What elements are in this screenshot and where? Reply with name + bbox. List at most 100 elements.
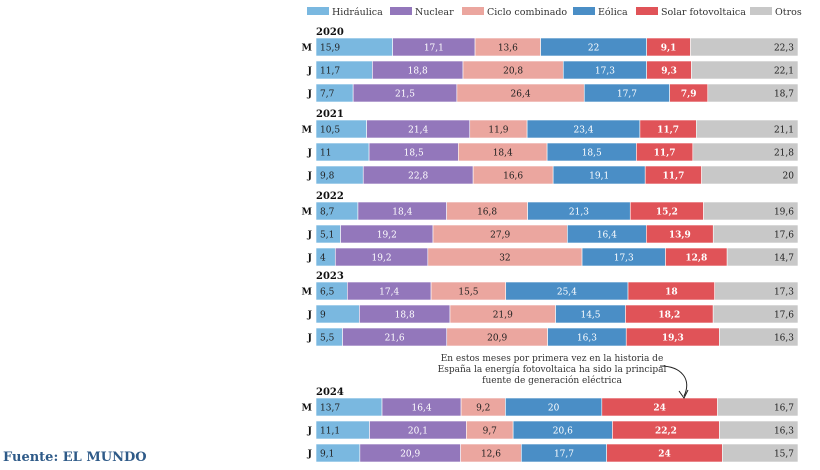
legend-label: Otros	[775, 7, 802, 18]
value-label: 19,6	[774, 208, 794, 218]
bar-segment	[691, 60, 799, 80]
month-label: J	[307, 333, 313, 344]
bar-segment	[719, 420, 799, 440]
value-label: 25,4	[557, 288, 577, 298]
value-label: 21,5	[395, 90, 415, 100]
year-label: 2021	[316, 109, 344, 120]
value-label: 24	[658, 450, 671, 460]
bar-segment	[712, 304, 799, 324]
source-credit: Fuente: EL MUNDO	[3, 450, 147, 465]
month-label: J	[307, 66, 313, 77]
legend-swatch	[750, 7, 772, 15]
value-label: 21,8	[774, 149, 794, 159]
value-label: 19,2	[377, 231, 397, 241]
annotation-text: España la energía fotovoltaica ha sido l…	[438, 364, 667, 375]
value-label: 5,1	[320, 231, 334, 241]
value-label: 22,2	[655, 427, 677, 437]
value-label: 17,3	[595, 67, 615, 77]
month-label: J	[307, 253, 313, 264]
value-label: 13,7	[320, 404, 340, 414]
bar-segment	[726, 247, 799, 267]
value-label: 9,7	[483, 427, 498, 437]
value-label: 20	[783, 172, 795, 182]
bar-segment	[719, 327, 799, 347]
value-label: 9,3	[661, 67, 677, 77]
legend-swatch	[462, 7, 484, 15]
value-label: 18,7	[774, 90, 794, 100]
legend-swatch	[390, 7, 412, 15]
value-label: 18,8	[395, 311, 415, 321]
value-label: 19,3	[662, 334, 684, 344]
value-label: 18,5	[582, 149, 602, 159]
year-label: 2024	[316, 387, 344, 398]
month-label: J	[307, 310, 313, 321]
value-label: 32	[499, 254, 510, 264]
value-label: 18,4	[392, 208, 412, 218]
value-label: 16,3	[774, 334, 794, 344]
value-label: 12,6	[481, 450, 501, 460]
value-label: 11,1	[320, 427, 340, 437]
month-label: J	[307, 148, 313, 159]
month-label: M	[301, 207, 312, 218]
value-label: 9,1	[320, 450, 334, 460]
value-label: 18,2	[658, 311, 680, 321]
value-label: 24	[653, 404, 666, 414]
value-label: 22,8	[408, 172, 428, 182]
value-label: 20,6	[553, 427, 573, 437]
value-label: 11,7	[657, 126, 679, 136]
value-label: 16,3	[774, 427, 794, 437]
value-label: 22	[588, 44, 599, 54]
value-label: 16,8	[477, 208, 497, 218]
value-label: 19,1	[589, 172, 609, 182]
value-label: 18,5	[404, 149, 424, 159]
value-label: 16,3	[577, 334, 597, 344]
month-label: J	[307, 426, 313, 437]
value-label: 15,2	[656, 208, 678, 218]
value-label: 11,7	[320, 67, 340, 77]
value-label: 5,5	[320, 334, 335, 344]
bar-segment	[692, 142, 799, 162]
value-label: 20,8	[503, 67, 523, 77]
value-label: 13,6	[498, 44, 518, 54]
bar-segment	[722, 443, 799, 463]
value-label: 19,2	[372, 254, 392, 264]
bar-segment	[701, 165, 799, 185]
value-label: 21,1	[774, 126, 794, 136]
value-label: 9,2	[476, 404, 490, 414]
bar-segment	[695, 119, 799, 139]
value-label: 7,7	[320, 90, 335, 100]
value-label: 9,8	[320, 172, 335, 182]
year-label: 2022	[316, 191, 344, 202]
legend-label: Ciclo combinado	[487, 7, 567, 18]
value-label: 21,4	[408, 126, 428, 136]
value-label: 17,7	[554, 450, 574, 460]
value-label: 16,4	[597, 231, 617, 241]
value-label: 23,4	[573, 126, 593, 136]
value-label: 9,1	[661, 44, 677, 54]
annotation-text: fuente de generación eléctrica	[482, 375, 622, 386]
legend-label: Solar fotovoltaica	[661, 7, 746, 18]
value-label: 17,3	[774, 288, 794, 298]
value-label: 16,7	[774, 404, 794, 414]
legend-swatch	[307, 7, 329, 15]
year-label: 2023	[316, 271, 344, 282]
value-label: 17,1	[424, 44, 444, 54]
value-label: 14,7	[774, 254, 794, 264]
bar-segment	[690, 37, 799, 57]
value-label: 4	[320, 254, 326, 264]
value-label: 21,3	[569, 208, 589, 218]
value-label: 9	[320, 311, 326, 321]
value-label: 6,5	[320, 288, 335, 298]
value-label: 17,6	[774, 311, 794, 321]
value-label: 11,9	[488, 126, 508, 136]
value-label: 14,5	[580, 311, 600, 321]
month-label: J	[307, 89, 313, 100]
value-label: 17,7	[617, 90, 637, 100]
value-label: 20,9	[487, 334, 507, 344]
value-label: 20,9	[400, 450, 420, 460]
value-label: 10,5	[320, 126, 340, 136]
legend-label: Eólica	[598, 7, 628, 18]
value-label: 18,8	[408, 67, 428, 77]
annotation-text: En estos meses por primera vez en la his…	[441, 354, 664, 364]
